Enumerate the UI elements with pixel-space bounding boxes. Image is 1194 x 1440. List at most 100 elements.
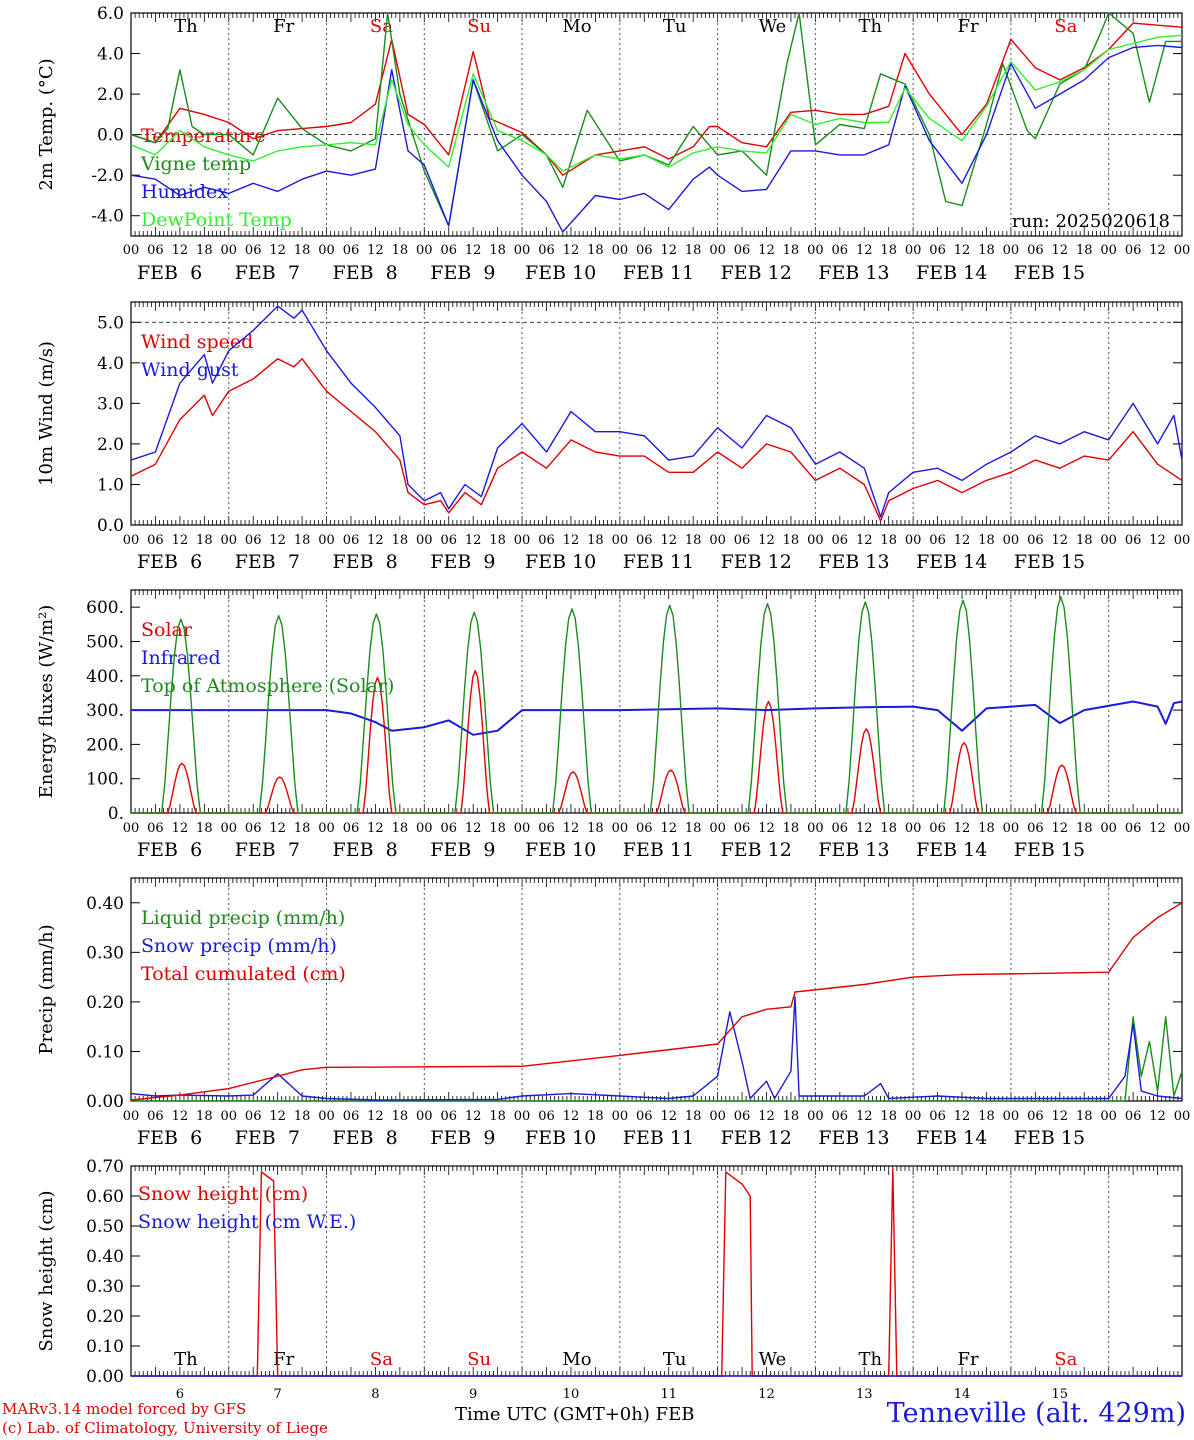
hour-tick-label: 12 <box>758 1109 775 1124</box>
hour-tick-label: 06 <box>147 243 164 258</box>
hour-tick-label: 06 <box>734 1109 751 1124</box>
legend-entry: Snow precip (mm/h) <box>141 935 337 957</box>
y-tick-label: 0.10 <box>86 1042 124 1062</box>
weekday-label: Su <box>467 1349 491 1370</box>
hour-tick-label: 00 <box>612 1109 629 1124</box>
hour-tick-label: 18 <box>783 243 800 258</box>
hour-tick-label: 00 <box>514 243 531 258</box>
hour-tick-label: 12 <box>758 243 775 258</box>
hour-tick-label: 00 <box>318 533 335 548</box>
hour-tick-label: 18 <box>685 243 702 258</box>
hour-tick-label: 18 <box>978 1109 995 1124</box>
weekday-label: Su <box>467 16 491 37</box>
weekday-label: Fr <box>957 16 978 37</box>
hour-tick-label: 06 <box>734 533 751 548</box>
legend-entry: Infrared <box>141 647 221 669</box>
date-label: FEB 9 <box>430 1127 495 1149</box>
hour-tick-label: 00 <box>318 821 335 836</box>
y-tick-label: 600. <box>86 598 124 618</box>
hour-tick-label: 18 <box>978 821 995 836</box>
hour-tick-label: 18 <box>196 821 213 836</box>
hour-tick-label: 12 <box>954 821 971 836</box>
hour-tick-label: 06 <box>1125 243 1142 258</box>
y-tick-label: 0.40 <box>86 1247 124 1267</box>
hour-tick-label: 00 <box>123 821 140 836</box>
hour-tick-label: 00 <box>612 243 629 258</box>
hour-tick-label: 12 <box>172 533 189 548</box>
hour-tick-label: 18 <box>783 1109 800 1124</box>
hour-tick-label: 18 <box>294 533 311 548</box>
legend-entry: Temperature <box>141 125 265 147</box>
hour-tick-label: 18 <box>783 533 800 548</box>
hour-tick-label: 00 <box>709 1109 726 1124</box>
hour-tick-label: 18 <box>587 243 604 258</box>
hour-tick-label: 00 <box>612 821 629 836</box>
hour-tick-label: 00 <box>318 1109 335 1124</box>
series-line-blue <box>130 44 1183 233</box>
hour-tick-label: 18 <box>587 821 604 836</box>
y-tick-label: 500. <box>86 632 124 652</box>
date-label: FEB 11 <box>623 551 694 573</box>
hour-tick-label: 06 <box>440 533 457 548</box>
hour-tick-label: 12 <box>758 533 775 548</box>
hour-tick-label: 18 <box>294 821 311 836</box>
legend-entry: Top of Atmosphere (Solar) <box>141 675 394 697</box>
series-line-red <box>130 902 1183 1101</box>
y-tick-label: 1.0 <box>97 475 124 495</box>
y-tick-label: 300. <box>86 701 124 721</box>
day-number-label: 9 <box>469 1387 477 1402</box>
hour-tick-label: 00 <box>905 1109 922 1124</box>
hour-tick-label: 18 <box>587 1109 604 1124</box>
hour-tick-label: 06 <box>832 533 849 548</box>
hour-tick-label: 00 <box>1100 533 1117 548</box>
hour-tick-label: 12 <box>563 821 580 836</box>
series-line-green <box>131 1016 1183 1102</box>
hour-tick-label: 00 <box>416 533 433 548</box>
hour-tick-label: 00 <box>612 533 629 548</box>
date-label: FEB 8 <box>333 551 398 573</box>
date-label: FEB 7 <box>235 1127 300 1149</box>
day-number-label: 11 <box>660 1387 677 1402</box>
hour-tick-label: 00 <box>416 821 433 836</box>
hour-tick-label: 18 <box>587 533 604 548</box>
date-label: FEB 13 <box>818 1127 889 1149</box>
y-tick-label: 5.0 <box>97 313 124 333</box>
hour-tick-label: 00 <box>1174 243 1191 258</box>
hour-tick-label: 12 <box>367 821 384 836</box>
hour-tick-label: 12 <box>856 533 873 548</box>
y-tick-label: 0.0 <box>97 126 124 146</box>
day-number-label: 8 <box>371 1387 379 1402</box>
hour-tick-label: 18 <box>1076 533 1093 548</box>
hour-tick-label: 12 <box>954 533 971 548</box>
hour-tick-label: 00 <box>807 1109 824 1124</box>
hour-tick-label: 06 <box>1027 1109 1044 1124</box>
series-line-lightgreen <box>130 34 1183 172</box>
y-tick-label: -4.0 <box>91 207 124 227</box>
hour-tick-label: 00 <box>220 243 237 258</box>
date-label: FEB 12 <box>721 551 792 573</box>
hour-tick-label: 18 <box>489 1109 506 1124</box>
legend-entry: Liquid precip (mm/h) <box>141 907 345 929</box>
y-axis-label: Precip (mm/h) <box>36 924 57 1054</box>
hour-tick-label: 06 <box>636 533 653 548</box>
date-label: FEB 6 <box>137 839 202 861</box>
hour-tick-label: 12 <box>1052 533 1069 548</box>
hour-tick-label: 12 <box>856 243 873 258</box>
hour-tick-label: 06 <box>1125 821 1142 836</box>
date-label: FEB 9 <box>430 839 495 861</box>
weekday-label: Sa <box>1054 1349 1077 1370</box>
hour-tick-label: 00 <box>1174 821 1191 836</box>
hour-tick-label: 06 <box>147 533 164 548</box>
hour-tick-label: 06 <box>734 243 751 258</box>
hour-tick-label: 00 <box>905 821 922 836</box>
hour-tick-label: 06 <box>245 243 262 258</box>
series-line-blue <box>130 996 1183 1101</box>
legend-entry: Snow height (cm W.E.) <box>138 1211 356 1233</box>
hour-tick-label: 12 <box>660 533 677 548</box>
legend-entry: Vigne temp <box>140 153 251 175</box>
hour-tick-label: 12 <box>172 243 189 258</box>
date-label: FEB 14 <box>916 551 987 573</box>
hour-tick-label: 00 <box>514 1109 531 1124</box>
weekday-label: Th <box>858 1349 882 1370</box>
y-tick-label: 0.30 <box>86 943 124 963</box>
